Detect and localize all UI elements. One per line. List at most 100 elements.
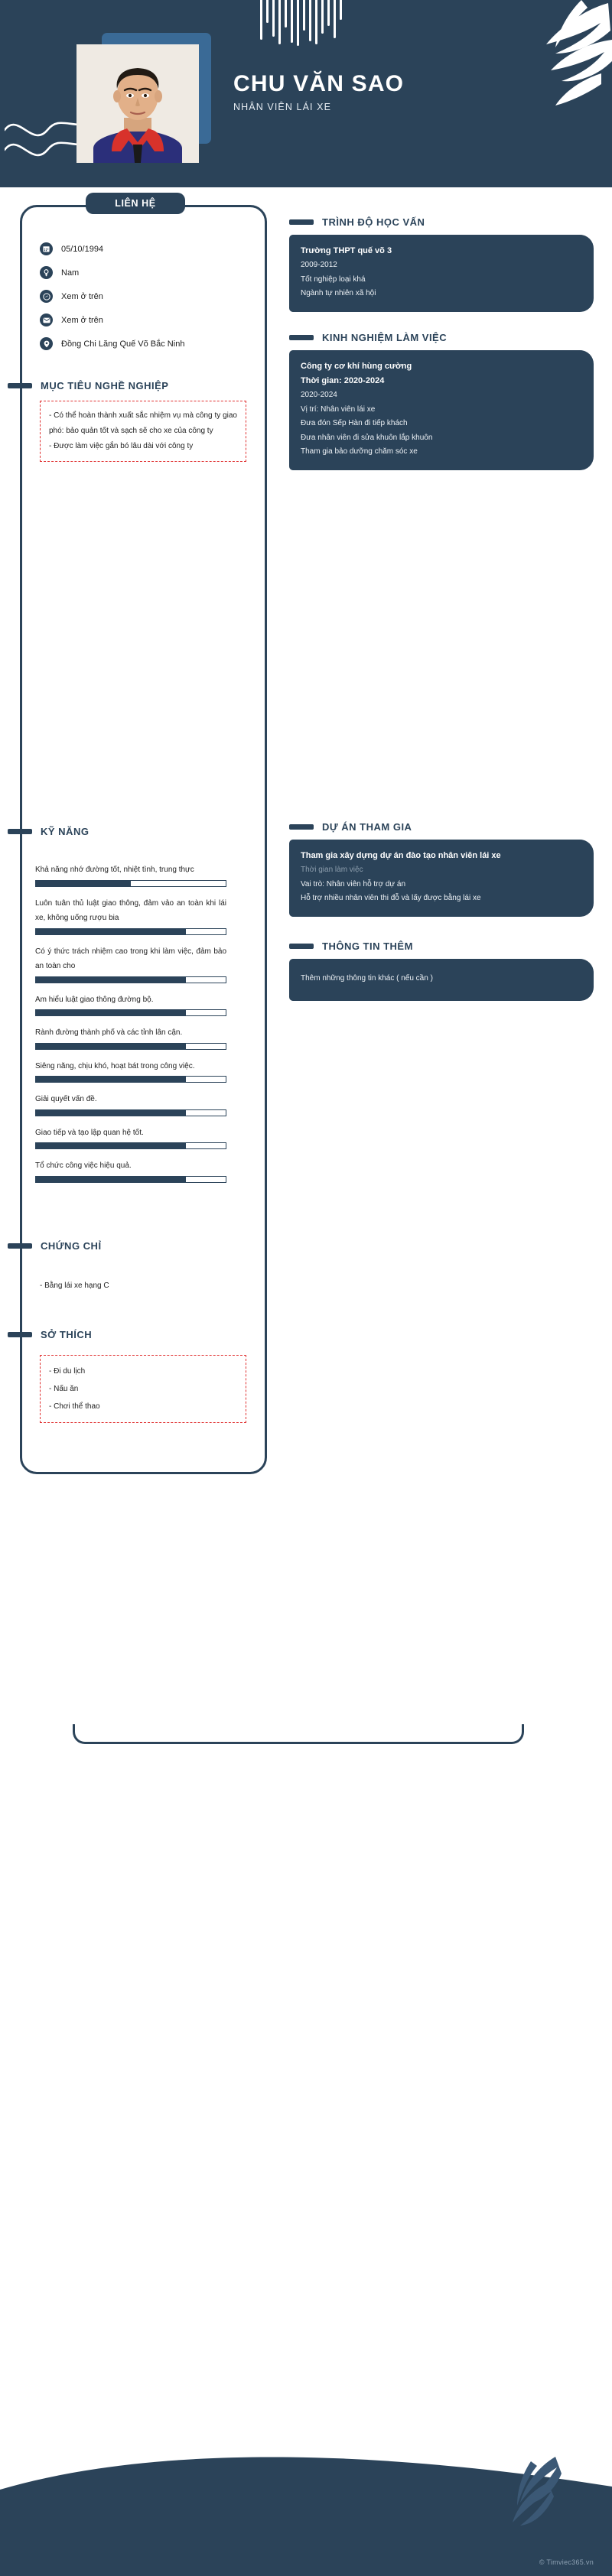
projects-card: Tham gia xây dựng dự án đào tạo nhân viê… [289,839,594,917]
school-name: Trường THPT quế võ 3 [301,246,392,255]
skill-progress-bar [35,879,226,887]
education-section-heading: TRÌNH ĐỘ HỌC VẤN [289,216,594,228]
skill-label: Giao tiếp và tạo lập quan hệ tốt. [35,1128,144,1137]
certificates-section-heading: CHỨNG CHỈ [8,1240,102,1252]
skill-label: Rành đường thành phố và các tỉnh lân cận… [35,1028,183,1037]
section-title: CHỨNG CHỈ [41,1240,102,1252]
skill-progress-bar [35,1175,226,1183]
education-card: Trường THPT quế võ 3 2009-2012 Tốt nghiệ… [289,235,594,312]
objective-line: - Có thể hoàn thành xuất sắc nhiệm vụ mà… [49,411,237,435]
skill-progress-bar [35,976,226,983]
experience-section-heading: KINH NGHIỆM LÀM VIỆC [289,332,594,343]
contact-value: Xem ở trên [61,315,103,325]
skills-section-heading: KỸ NĂNG [8,826,89,837]
list-item: Tổ chức công việc hiệu quả. [35,1158,226,1183]
skill-progress-bar [35,1109,226,1116]
gender-icon [40,266,53,279]
skill-progress-bar [35,1142,226,1149]
project-detail: Vai trò: Nhân viên hỗ trợ dự án [301,879,406,888]
hobbies-section-heading: SỞ THÍCH [8,1329,92,1340]
skill-label: Giải quyết vấn đề. [35,1095,97,1103]
skill-label: Khả năng nhớ đường tốt, nhiệt tình, trun… [35,866,194,874]
section-title: MỤC TIÊU NGHỀ NGHIỆP [41,380,169,391]
avatar [76,44,199,163]
heading-bar-icon [289,943,314,949]
experience-years: 2020-2024 [301,391,337,400]
experience-detail: Tham gia bảo dưỡng chăm sóc xe [301,447,418,456]
skill-progress-bar [35,1009,226,1016]
leaf-decoration-icon [546,0,612,106]
list-item: Nam [40,261,254,284]
experience-card: Công ty cơ khí hùng cường Thời gian: 202… [289,349,594,470]
skill-label: Am hiểu luật giao thông đường bộ. [35,995,154,1004]
bar-decoration-icon [260,0,360,47]
contact-value: Nam [61,268,80,278]
extra-text: Thêm những thông tin khác ( nếu cần ) [301,973,433,983]
location-icon [40,337,53,350]
skill-label: Siêng năng, chịu khó, hoạt bát trong côn… [35,1061,195,1070]
heading-bar-icon [8,829,32,834]
objective-section-heading: MỤC TIÊU NGHỀ NGHIỆP [8,380,168,391]
job-title: NHÂN VIÊN LÁI XE [233,102,332,112]
contact-value: 05/10/1994 [61,244,104,254]
page-title: CHU VĂN SAO [233,71,405,96]
project-detail: Hỗ trợ nhiều nhân viên thi đỗ và lấy đượ… [301,894,481,902]
heading-bar-icon [289,823,314,830]
skill-progress-bar [35,1042,226,1050]
contact-section-pill: LIÊN HỆ [86,193,185,214]
calendar-icon [40,242,53,255]
education-detail: Ngành tự nhiên xã hội [301,289,376,298]
email-icon [40,313,53,326]
heading-bar-icon [289,219,314,225]
skill-label: Tổ chức công việc hiệu quả. [35,1161,132,1170]
objective-box: - Có thể hoàn thành xuất sắc nhiệm vụ mà… [40,401,246,462]
heading-bar-icon [8,1332,32,1337]
experience-detail: Đưa đón Sếp Hàn đi tiếp khách [301,419,408,428]
contact-value: Đồng Chi Lăng Quế Võ Bắc Ninh [61,339,185,349]
list-item: 05/10/1994 [40,237,254,261]
education-detail: Tốt nghiệp loại khá [301,274,366,284]
list-item: Xem ở trên [40,308,254,332]
phone-icon [40,290,53,303]
section-title: THÔNG TIN THÊM [322,940,413,952]
list-item: Rành đường thành phố và các tỉnh lân cận… [35,1025,226,1050]
project-name: Tham gia xây dựng dự án đào tạo nhân viê… [301,850,501,860]
bottom-frame-decoration [73,1724,524,1744]
section-title: SỞ THÍCH [41,1329,93,1340]
header-text: CHU VĂN SAO NHÂN VIÊN LÁI XE [233,71,404,112]
certificate-item: - Bằng lái xe hạng C [40,1282,109,1290]
skill-progress-bar [35,1076,226,1083]
list-item: Luôn tuân thủ luật giao thông, đảm vảo a… [35,896,226,935]
experience-detail: Đưa nhân viên đi sửa khuôn lắp khuôn [301,433,433,442]
extra-card: Thêm những thông tin khác ( nếu cần ) [289,958,594,1001]
footer-curve-decoration [0,2457,612,2576]
list-item: Siêng năng, chịu khó, hoạt bát trong côn… [35,1059,226,1083]
cv-footer: © Timviec365.vn [0,2442,612,2576]
hobby-item: - Đi du lịch [49,1367,86,1376]
list-item: Khả năng nhớ đường tốt, nhiệt tình, trun… [35,862,226,887]
skills-list: Khả năng nhớ đường tốt, nhiệt tình, trun… [35,862,226,1192]
experience-detail: Vị trí: Nhân viên lái xe [301,404,376,414]
school-years: 2009-2012 [301,261,337,270]
section-title: KỸ NĂNG [41,826,90,837]
section-title: DỰ ÁN THAM GIA [322,820,412,833]
contact-value: Xem ở trên [61,291,103,301]
list-item: Giao tiếp và tạo lập quan hệ tốt. [35,1126,226,1149]
list-item: Am hiểu luật giao thông đường bộ. [35,992,226,1016]
extra-section-heading: THÔNG TIN THÊM [289,940,594,952]
heading-bar-icon [8,383,32,388]
list-item: Giải quyết vấn đề. [35,1092,226,1116]
hobby-item: - Chơi thể thao [49,1402,100,1411]
hobbies-box: - Đi du lịch - Nấu ăn - Chơi thể thao [40,1355,246,1423]
list-item: Xem ở trên [40,284,254,308]
heading-bar-icon [289,334,314,340]
company-name: Công ty cơ khí hùng cường [301,361,412,371]
section-title: KINH NGHIỆM LÀM VIỆC [322,331,448,343]
left-column-card [20,205,267,1474]
footer-credit: © Timviec365.vn [539,2558,594,2566]
heading-bar-icon [8,1243,32,1249]
project-time-placeholder: Thời gian làm việc [301,866,363,874]
hobby-item: - Nấu ăn [49,1385,79,1393]
list-item: Đồng Chi Lăng Quế Võ Bắc Ninh [40,332,254,356]
contact-list: 05/10/1994 Nam Xem ở trên Xem ở trên Đồn [40,237,254,356]
